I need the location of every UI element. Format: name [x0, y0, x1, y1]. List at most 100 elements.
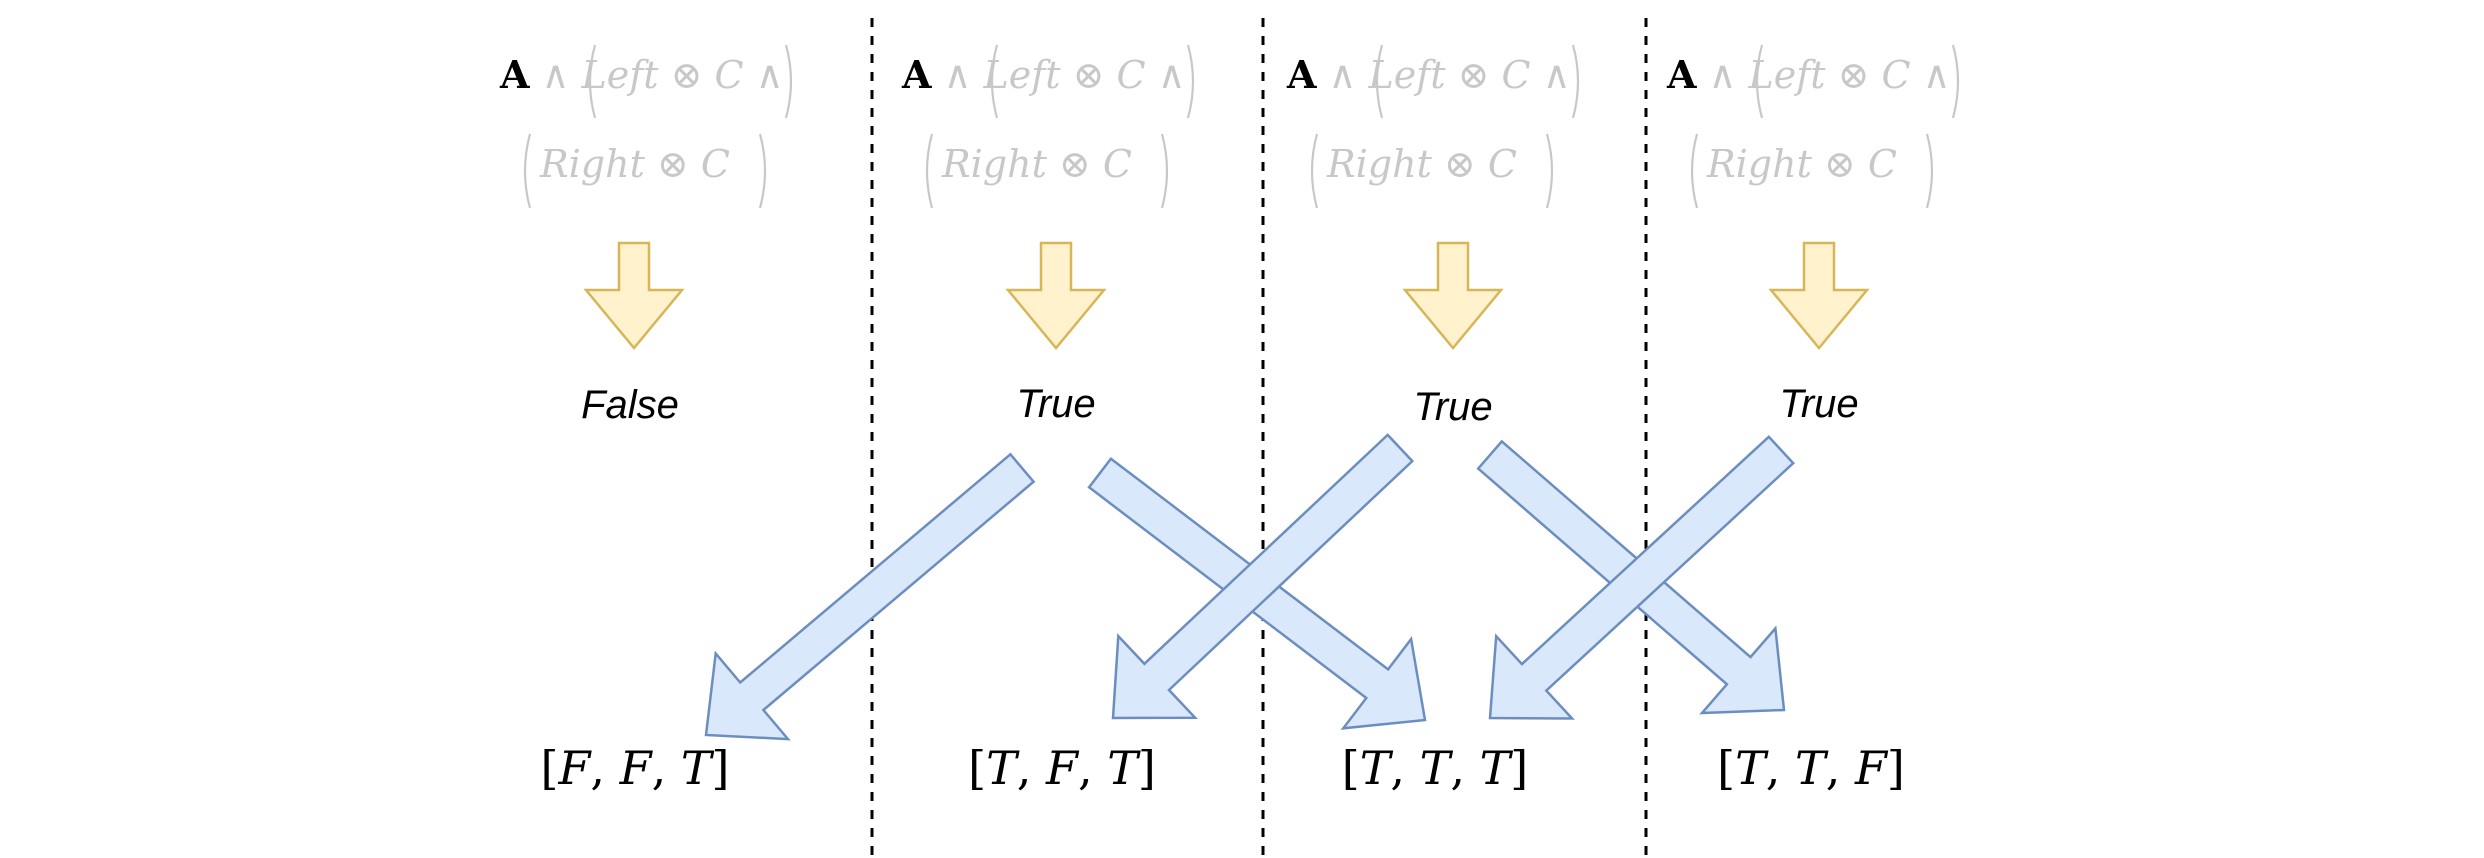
column-dividers — [870, 18, 1648, 858]
formula-line-1: A ∧ Left ⊗ C ∧ — [499, 52, 784, 97]
bracket-close: ] — [1887, 741, 1905, 795]
mapping-arrows — [704, 433, 1795, 741]
formula-c: C — [1103, 142, 1132, 186]
close-paren — [1186, 44, 1195, 119]
formula-right: Right — [1706, 142, 1813, 186]
formula-right: Right — [941, 142, 1048, 186]
bit-value: T — [1795, 741, 1829, 795]
formula-c: C — [1488, 142, 1517, 186]
bit-value: T — [1107, 741, 1141, 795]
down-arrow — [583, 241, 685, 350]
and-operator: ∧ — [1911, 53, 1951, 97]
close-paren — [1160, 133, 1169, 209]
bracket-close: ] — [712, 741, 730, 795]
formula-c: C — [701, 142, 730, 186]
bit-value: T — [1360, 741, 1394, 795]
close-paren — [1951, 44, 1960, 119]
result-labels: False True True True — [581, 382, 1859, 429]
formula-line-1: A ∧ Left ⊗ C ∧ — [1666, 52, 1951, 97]
result-label: True — [1016, 382, 1095, 426]
otimes-operator: ⊗ — [1812, 142, 1868, 186]
bracket-close: ] — [1510, 741, 1528, 795]
bracket-close: ] — [1138, 741, 1156, 795]
formula-block: A ∧ Left ⊗ C ∧ Right ⊗ C — [901, 44, 1195, 209]
bracket-open: [ — [1342, 741, 1360, 795]
bit-value: F — [1854, 741, 1889, 795]
and-operator: ∧ — [1316, 53, 1368, 97]
otimes-operator: ⊗ — [659, 53, 715, 97]
open-paren — [1690, 133, 1699, 209]
close-paren — [1925, 133, 1934, 209]
formula-left: Left — [580, 53, 659, 97]
otimes-operator: ⊗ — [1047, 142, 1103, 186]
open-paren — [1755, 44, 1764, 119]
formula-line-1: A ∧ Left ⊗ C ∧ — [1286, 52, 1571, 97]
result-label: True — [1779, 382, 1858, 426]
formula-symbol-a: A — [1666, 52, 1697, 97]
otimes-operator: ⊗ — [1061, 53, 1117, 97]
formula-line-2: Right ⊗ C — [941, 142, 1132, 186]
close-paren — [1545, 133, 1554, 209]
formula-block: A ∧ Left ⊗ C ∧ Right ⊗ C — [1286, 44, 1580, 209]
bit-value: T — [1480, 741, 1514, 795]
open-paren — [1310, 133, 1319, 209]
bit-vector: [T, F, T] — [968, 741, 1156, 795]
and-operator: ∧ — [1696, 53, 1748, 97]
comma: , — [1766, 741, 1795, 795]
formula-line-1: A ∧ Left ⊗ C ∧ — [901, 52, 1186, 97]
open-paren — [523, 133, 532, 209]
bit-value: T — [1735, 741, 1769, 795]
and-operator: ∧ — [931, 53, 983, 97]
down-arrow — [1402, 241, 1504, 350]
formula-right: Right — [539, 142, 646, 186]
mapping-arrow — [1488, 435, 1795, 720]
formula-line-2: Right ⊗ C — [1706, 142, 1897, 186]
formula-symbol-a: A — [901, 52, 932, 97]
bit-value: T — [681, 741, 715, 795]
formula-c: C — [1882, 53, 1911, 97]
open-paren — [1375, 44, 1384, 119]
comma: , — [1826, 741, 1855, 795]
formula-c: C — [715, 53, 744, 97]
comma: , — [1078, 741, 1107, 795]
close-paren — [1571, 44, 1580, 119]
bracket-open: [ — [968, 741, 986, 795]
and-operator: ∧ — [1531, 53, 1571, 97]
close-paren — [784, 44, 793, 119]
formula-left: Left — [1367, 53, 1446, 97]
down-arrow — [1005, 241, 1107, 350]
bit-vector: [T, T, F] — [1717, 741, 1905, 795]
open-paren — [990, 44, 999, 119]
open-paren — [588, 44, 597, 119]
otimes-operator: ⊗ — [1446, 53, 1502, 97]
comma: , — [1450, 741, 1479, 795]
formula-block: A ∧ Left ⊗ C ∧ Right ⊗ C — [1666, 44, 1960, 209]
bracket-open: [ — [541, 741, 559, 795]
formula-c: C — [1502, 53, 1531, 97]
result-label: True — [1413, 385, 1492, 429]
mapping-arrow — [1111, 433, 1415, 720]
close-paren — [758, 133, 767, 209]
down-arrow — [1768, 241, 1870, 350]
formula-line-2: Right ⊗ C — [539, 142, 730, 186]
comma: , — [652, 741, 681, 795]
bit-vector: [F, F, T] — [541, 741, 730, 795]
and-operator: ∧ — [744, 53, 784, 97]
formula-left: Left — [1747, 53, 1826, 97]
formula-line-2: Right ⊗ C — [1326, 142, 1517, 186]
formula-c: C — [1117, 53, 1146, 97]
and-operator: ∧ — [1146, 53, 1186, 97]
formula-c: C — [1868, 142, 1897, 186]
bit-vector: [T, T, T] — [1342, 741, 1528, 795]
and-operator: ∧ — [529, 53, 581, 97]
formula-block: A ∧ Left ⊗ C ∧ Right ⊗ C — [499, 44, 793, 209]
otimes-operator: ⊗ — [1432, 142, 1488, 186]
bit-value: T — [986, 741, 1020, 795]
bit-value: T — [1420, 741, 1454, 795]
bit-vectors: [F, F, T] [T, F, T] [T, T, T] [T, T, F] — [541, 741, 1905, 795]
bracket-open: [ — [1717, 741, 1735, 795]
comma: , — [1017, 741, 1046, 795]
formula-left: Left — [982, 53, 1061, 97]
